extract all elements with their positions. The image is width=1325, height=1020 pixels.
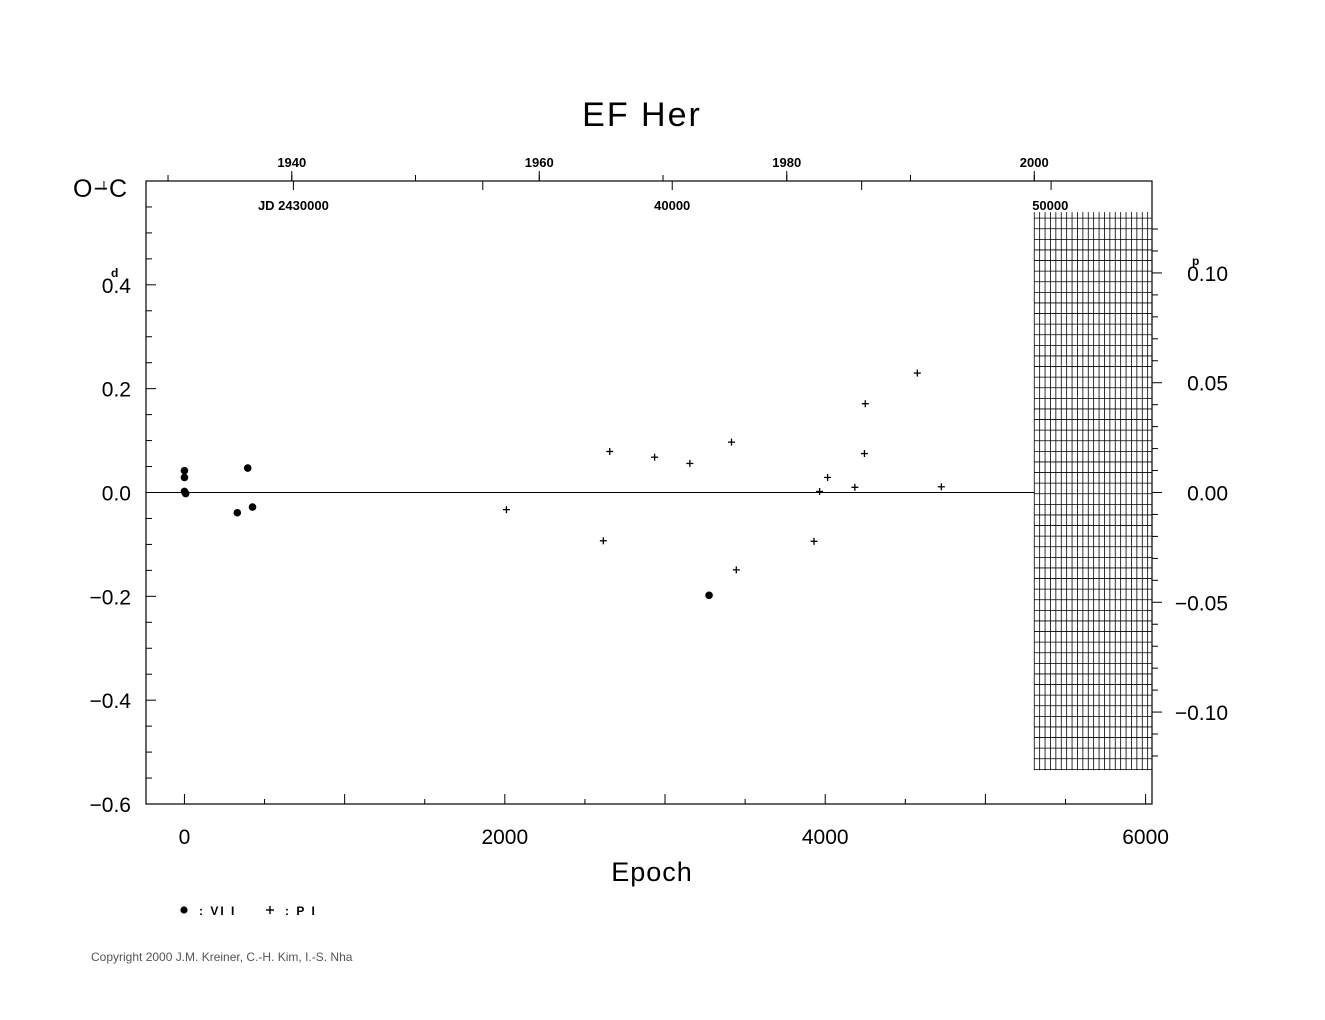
- data-point-pi: [816, 487, 824, 495]
- data-point-pi: [937, 483, 945, 491]
- chart-title: EF Her: [582, 96, 702, 134]
- jd-tick-label: 40000: [654, 198, 690, 213]
- legend: : VI I : P I: [180, 904, 317, 918]
- jd-tick-label: 50000: [1032, 198, 1068, 213]
- data-point-vi: [243, 464, 252, 472]
- y-tick-label: −0.6: [90, 794, 131, 817]
- data-point-pi: [686, 459, 694, 467]
- data-point-pi: [606, 447, 614, 455]
- x-tick-label: 4000: [802, 826, 849, 849]
- data-point-pi: [727, 438, 735, 446]
- data-point-pi: [861, 400, 869, 408]
- copyright-text: Copyright 2000 J.M. Kreiner, C.-H. Kim, …: [91, 950, 353, 964]
- data-point-vi: [233, 508, 242, 517]
- x-tick-label: 6000: [1122, 826, 1169, 849]
- data-point-pi: [732, 566, 740, 574]
- data-point-pi: [860, 450, 868, 458]
- y-tick-label: 0.0: [102, 483, 131, 506]
- right-tick-label: −0.10: [1175, 702, 1228, 725]
- data-point-vi: [181, 489, 190, 498]
- jd-tick-label: JD 2430000: [258, 198, 329, 213]
- data-point-pi: [599, 537, 607, 545]
- data-point-pi: [851, 483, 859, 491]
- x-tick-label: 0: [179, 826, 191, 849]
- year-tick-label: 1960: [525, 155, 554, 170]
- x-axis-label: Epoch: [611, 857, 693, 887]
- y-tick-label: 0.4: [102, 275, 132, 298]
- hatch-region: [1033, 212, 1152, 771]
- data-point-pi: [651, 453, 659, 461]
- data-point-vi: [705, 591, 713, 600]
- legend-label-pi: : P I: [285, 904, 317, 918]
- data-point-vi: [248, 503, 257, 511]
- right-unit-label: p: [1192, 254, 1199, 268]
- data-point-pi: [824, 473, 832, 481]
- y-unit-label: d: [111, 266, 118, 280]
- data-points: [180, 369, 945, 600]
- legend-plus-marker: [266, 906, 274, 914]
- y-tick-label: 0.2: [102, 379, 131, 402]
- right-tick-label: 0.05: [1187, 373, 1228, 396]
- year-tick-label: 1980: [772, 155, 801, 170]
- right-tick-label: 0.10: [1187, 263, 1228, 286]
- data-point-vi: [180, 473, 189, 482]
- x-tick-label: 2000: [481, 826, 528, 849]
- axes: 0 2000 4000 6000 1940 1960 1980 2000 JD 2430000 4…: [90, 155, 1228, 849]
- y-tick-label: −0.2: [90, 586, 131, 609]
- year-tick-label: 2000: [1020, 155, 1049, 170]
- right-tick-label: 0.00: [1187, 483, 1228, 506]
- legend-dot-marker: [180, 906, 188, 914]
- y-axis-label: O−C: [73, 175, 128, 203]
- data-point-pi: [810, 537, 818, 545]
- data-point-vi: [180, 466, 189, 475]
- year-tick-label: 1940: [277, 155, 306, 170]
- y-tick-label: −0.4: [90, 690, 132, 713]
- data-point-pi: [913, 369, 921, 377]
- data-point-pi: [502, 506, 510, 514]
- right-tick-label: −0.05: [1175, 592, 1228, 615]
- legend-label-vi: : VI I: [199, 904, 236, 918]
